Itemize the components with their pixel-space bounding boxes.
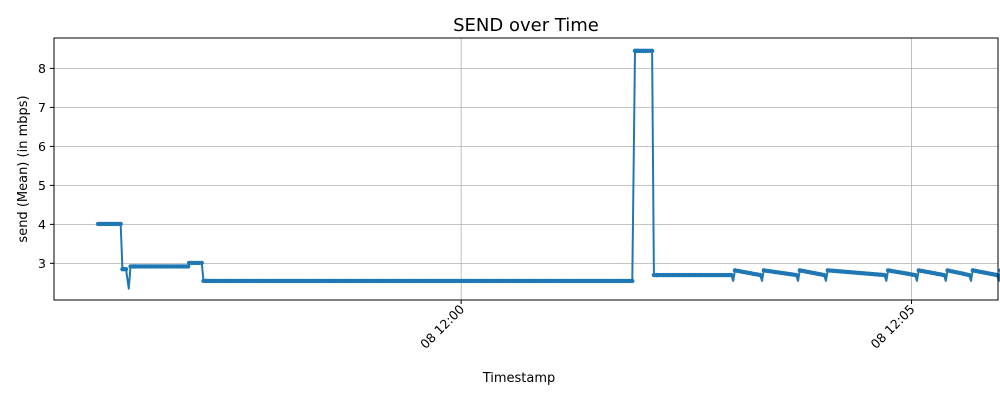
series-line-layer (98, 49, 1000, 290)
data-point (912, 272, 918, 278)
data-point (123, 267, 129, 272)
chart-title: SEND over Time (453, 15, 599, 36)
data-point (882, 272, 887, 278)
data-point (966, 272, 972, 278)
data-point (941, 272, 947, 278)
data-point (649, 48, 655, 54)
y-tick-label: 5 (38, 178, 46, 193)
series-line (98, 49, 1000, 290)
series-points-layer (95, 48, 1000, 284)
data-point (821, 272, 827, 278)
x-tick-label: 08 12:05 (868, 302, 918, 352)
data-point (994, 272, 1000, 278)
data-point (186, 264, 191, 269)
y-tick-label: 7 (38, 100, 46, 115)
x-axis-ticks: 08 12:00 08 12:05 (417, 300, 918, 352)
y-tick-label: 6 (38, 139, 46, 154)
y-tick-label: 8 (38, 61, 46, 76)
data-point (794, 272, 799, 278)
data-point (758, 272, 763, 278)
data-point (118, 221, 123, 227)
y-axis-ticks: 3 4 5 6 7 8 (38, 61, 54, 271)
y-tick-label: 4 (38, 217, 46, 232)
data-point (729, 272, 734, 278)
x-axis-label: Timestamp (482, 371, 556, 386)
x-tick-label: 08 12:00 (417, 301, 467, 351)
data-point (630, 278, 635, 284)
plot-area-frame (53, 37, 999, 301)
grid-lines (54, 38, 998, 300)
y-axis-label: send (Mean) (in mbps) (16, 95, 31, 242)
y-tick-label: 3 (38, 256, 46, 271)
data-point (199, 260, 204, 266)
